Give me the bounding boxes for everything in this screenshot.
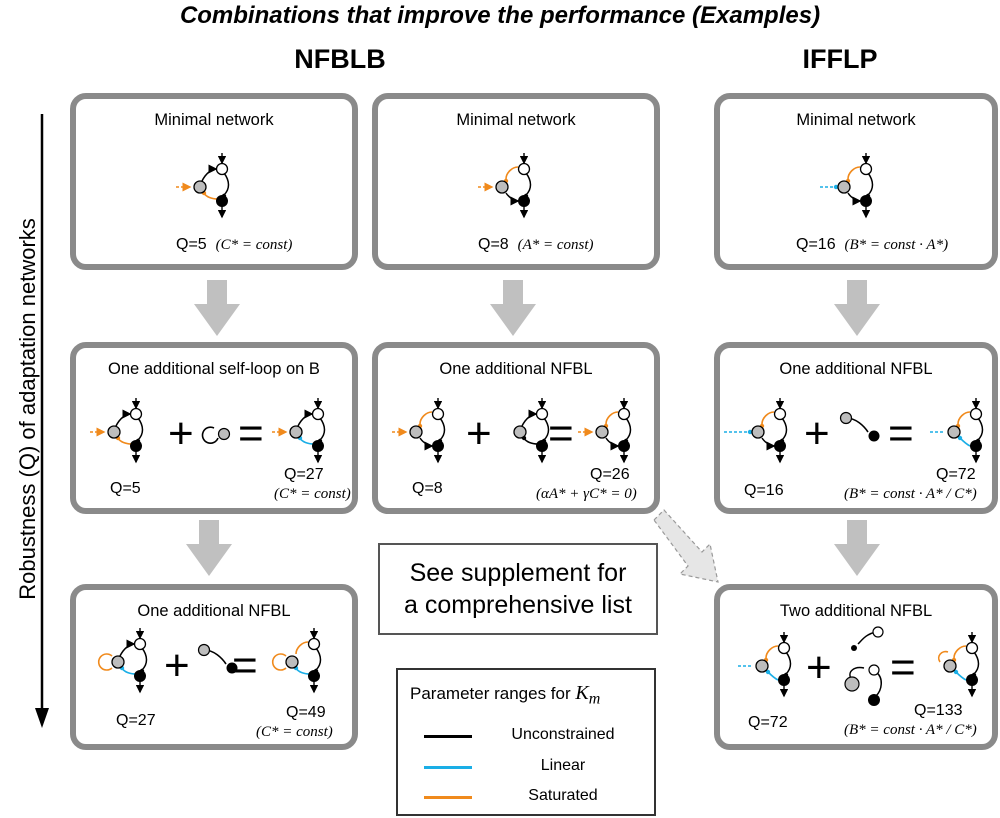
self-loop-diagram xyxy=(201,426,231,444)
q-value: Q=16 xyxy=(796,236,836,253)
formula: (C* = const) xyxy=(256,724,333,740)
legend-subscript: m xyxy=(588,690,601,708)
legend-item-saturated: Saturated xyxy=(398,787,654,807)
network-diagram-left xyxy=(392,396,462,466)
formula: (αA* + γC* = 0) xyxy=(536,486,637,502)
legend-symbol: K xyxy=(575,682,589,704)
legend-label: Linear xyxy=(540,757,586,774)
panel-ifflp-two-nfbl: Two additional NFBL + = Q=72 Q=133 (B* =… xyxy=(714,584,998,750)
down-arrow-3 xyxy=(834,280,880,336)
panel-title: One additional NFBL xyxy=(137,602,291,620)
network-diagram-left xyxy=(94,626,164,696)
network-diagram xyxy=(820,151,890,221)
formula: (B* = const · A* / C*) xyxy=(844,722,977,738)
legend-title-text: Parameter ranges for xyxy=(410,684,576,703)
robustness-axis-arrow xyxy=(35,114,49,728)
plus-sign: + xyxy=(806,643,832,692)
panel-title: Minimal network xyxy=(796,111,916,129)
down-arrow-5 xyxy=(834,520,880,576)
legend-swatch-blue xyxy=(424,766,472,769)
supplement-line-2: a comprehensive list xyxy=(404,591,632,619)
two-nfbl-diagram xyxy=(844,626,884,706)
legend-label: Saturated xyxy=(528,787,598,804)
supplement-line-1: See supplement for xyxy=(409,559,627,587)
legend-item-linear: Linear xyxy=(398,757,654,777)
nfbl-diagram xyxy=(496,396,556,466)
panel-title: Minimal network xyxy=(154,111,274,129)
down-arrow-2 xyxy=(490,280,536,336)
legend-title: Parameter ranges for Km xyxy=(410,682,600,708)
legend-swatch-black xyxy=(424,735,472,738)
formula: (B* = const · A*) xyxy=(844,237,949,253)
network-diagram xyxy=(478,151,548,221)
y-axis-label: Robustness (Q) of adaptation networks xyxy=(15,218,40,600)
equals-sign: = xyxy=(232,641,258,690)
figure-title: Combinations that improve the performanc… xyxy=(179,2,821,29)
plus-sign: + xyxy=(164,641,190,690)
nfbl-diagram xyxy=(839,411,880,442)
legend-label: Unconstrained xyxy=(511,726,615,743)
dashed-diagonal-arrow xyxy=(653,509,719,583)
panel-mid-nfbl: One additional NFBL + = Q=8 Q=26 (αA* + … xyxy=(372,342,660,514)
plus-sign: + xyxy=(804,409,830,458)
q-right: Q=26 xyxy=(590,466,630,483)
q-right: Q=133 xyxy=(914,702,963,719)
supplement-note: See supplement for a comprehensive list xyxy=(378,543,658,635)
network-diagram-right xyxy=(578,396,648,466)
panel-nfblb-minimal: Minimal network Q=5 (C* = const) xyxy=(70,93,358,270)
panel-title: Two additional NFBL xyxy=(779,602,933,620)
panel-title: One additional self-loop on B xyxy=(108,360,320,378)
plus-sign: + xyxy=(168,409,194,458)
legend-item-unconstrained: Unconstrained xyxy=(398,726,654,746)
down-arrow-4 xyxy=(186,520,232,576)
formula: (A* = const) xyxy=(517,237,594,253)
column-header-nfblb: NFBLB xyxy=(294,44,386,74)
network-diagram-left xyxy=(90,396,160,466)
nfbl-diagram xyxy=(197,643,238,674)
network-diagram-right xyxy=(926,630,996,700)
network-diagram xyxy=(176,151,246,221)
formula: (C* = const) xyxy=(215,237,293,253)
panel-nfblb-nfbl: One additional NFBL + = Q=27 Q=49 (C* = … xyxy=(70,584,358,750)
plus-sign: + xyxy=(466,409,492,458)
network-diagram-right xyxy=(272,396,342,466)
q-left: Q=8 xyxy=(412,480,443,497)
panel-nfblb-self-loop: One additional self-loop on B + = Q=5 Q=… xyxy=(70,342,358,514)
q-value: Q=5 xyxy=(176,236,207,253)
panel-title: Minimal network xyxy=(456,111,576,129)
q-right: Q=27 xyxy=(284,466,324,483)
q-right: Q=49 xyxy=(286,704,326,721)
q-left: Q=27 xyxy=(116,712,156,729)
legend: Parameter ranges for Km Unconstrained Li… xyxy=(396,668,656,816)
q-left: Q=16 xyxy=(744,482,784,499)
network-diagram-left xyxy=(724,396,804,466)
q-value: Q=8 xyxy=(478,236,509,253)
network-diagram-right xyxy=(930,396,1000,466)
network-diagram-right xyxy=(268,626,338,696)
q-right: Q=72 xyxy=(936,466,976,483)
network-diagram-left xyxy=(738,630,808,700)
panel-title: One additional NFBL xyxy=(779,360,933,378)
formula: (C* = const) xyxy=(274,486,351,502)
q-left: Q=72 xyxy=(748,714,788,731)
down-arrow-1 xyxy=(194,280,240,336)
panel-mid-minimal: Minimal network Q=8 (A* = const) xyxy=(372,93,660,270)
q-left: Q=5 xyxy=(110,480,141,497)
panel-title: One additional NFBL xyxy=(439,360,593,378)
equals-sign: = xyxy=(890,643,916,692)
panel-ifflp-nfbl: One additional NFBL + = Q=16 Q=72 (B* = … xyxy=(714,342,998,514)
formula: (B* = const · A* / C*) xyxy=(844,486,977,502)
legend-swatch-orange xyxy=(424,796,472,799)
equals-sign: = xyxy=(548,409,574,458)
panel-ifflp-minimal: Minimal network Q=16 (B* = const · A*) xyxy=(714,93,998,270)
equals-sign: = xyxy=(238,409,264,458)
column-header-ifflp: IFFLP xyxy=(802,44,878,74)
equals-sign: = xyxy=(888,409,914,458)
